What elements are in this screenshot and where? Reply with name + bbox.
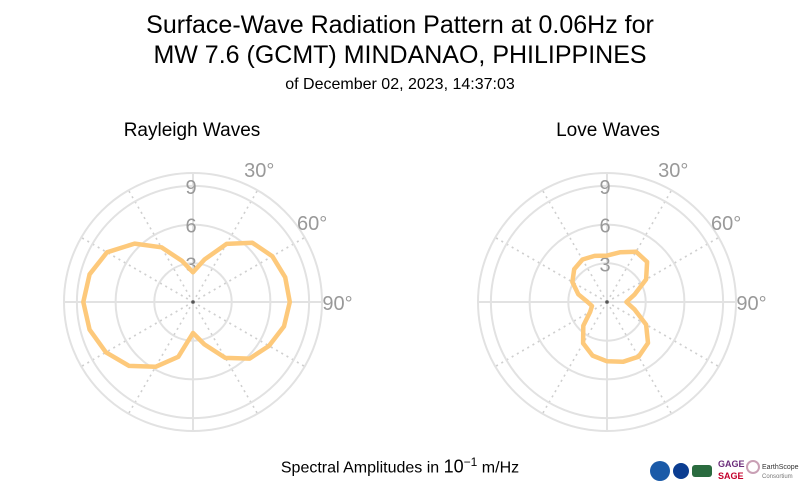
angle-tick-label: 60° bbox=[297, 213, 327, 235]
footer-unit: m/Hz bbox=[477, 459, 520, 477]
outer-circle bbox=[63, 172, 323, 432]
radius-tick-label: 6 bbox=[599, 216, 610, 238]
footer-units: Spectral Amplitudes in 10−1 m/Hz bbox=[0, 455, 800, 477]
angle-tick-label: 90° bbox=[322, 293, 352, 315]
footer-prefix: Spectral Amplitudes in bbox=[280, 459, 444, 477]
nsf-logo-icon bbox=[650, 461, 670, 481]
angle-tick-label: 90° bbox=[736, 293, 766, 315]
radius-circle bbox=[528, 223, 686, 381]
footer-exponent: −1 bbox=[463, 455, 478, 469]
radius-tick-label: 6 bbox=[185, 216, 196, 238]
earthscope-logo-text: EarthScope bbox=[762, 464, 799, 471]
center-dot bbox=[605, 300, 609, 304]
love-subtitle: Love Waves bbox=[556, 120, 660, 141]
center-dot bbox=[191, 300, 195, 304]
radius-circle bbox=[567, 262, 647, 342]
angle-tick-label: 60° bbox=[711, 213, 741, 235]
earthscope-logo-icon bbox=[746, 460, 760, 474]
gage-logo: GAGE bbox=[718, 459, 745, 469]
angle-tick-label: 30° bbox=[244, 160, 274, 182]
outer-circle bbox=[477, 172, 737, 432]
chart-title-line1: Surface-Wave Radiation Pattern at 0.06Hz… bbox=[146, 11, 654, 39]
consortium-logo-text: Consortium bbox=[762, 474, 793, 480]
nasa-logo-icon bbox=[673, 463, 689, 479]
angle-tick-label: 30° bbox=[658, 160, 688, 182]
radius-tick-label: 3 bbox=[599, 254, 610, 276]
rayleigh-subtitle: Rayleigh Waves bbox=[123, 120, 261, 141]
logo-strip: GAGE SAGE EarthScope Consortium bbox=[648, 456, 799, 486]
radiation-pattern-line bbox=[570, 249, 651, 365]
usgs-logo-icon bbox=[692, 465, 712, 477]
radius-circle bbox=[75, 184, 311, 420]
radius-tick-label: 3 bbox=[185, 254, 196, 276]
radiation-pattern-line bbox=[81, 240, 293, 370]
chart-title-line2: MW 7.6 (GCMT) MINDANAO, PHILIPPINES bbox=[153, 41, 647, 69]
footer-base: 10 bbox=[443, 456, 464, 477]
sage-logo: SAGE bbox=[718, 471, 744, 481]
radius-tick-label: 9 bbox=[599, 177, 610, 199]
chart-title-line3: of December 02, 2023, 14:37:03 bbox=[285, 76, 515, 93]
radius-circle bbox=[114, 223, 272, 381]
radius-tick-label: 9 bbox=[185, 177, 196, 199]
radius-circle bbox=[489, 184, 725, 420]
radius-circle bbox=[153, 262, 233, 342]
